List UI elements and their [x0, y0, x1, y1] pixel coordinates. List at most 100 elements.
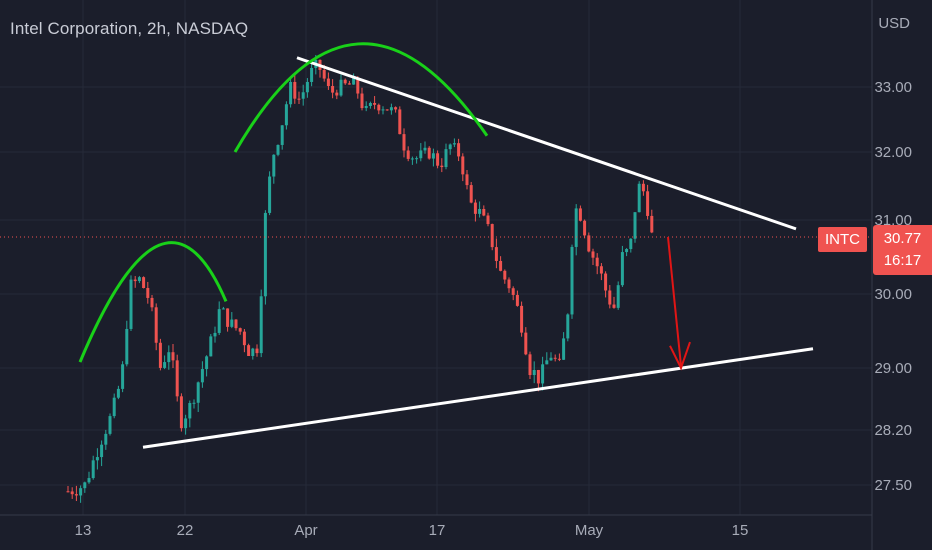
candle-body — [247, 345, 251, 357]
candle-body — [179, 396, 183, 429]
candle-body — [196, 382, 200, 403]
candle-body — [436, 153, 440, 166]
candle-body — [234, 319, 238, 329]
candle-body — [158, 342, 162, 368]
candle-body — [167, 352, 171, 363]
candle-body — [79, 488, 83, 496]
candle-body — [562, 338, 566, 360]
candle-body — [507, 279, 511, 289]
candle-body — [612, 304, 616, 308]
candle-body — [251, 348, 255, 357]
candle-body — [133, 279, 137, 282]
candle-body — [200, 369, 204, 383]
drawings-layer — [0, 42, 872, 449]
candle-body — [448, 144, 452, 150]
candle-body — [121, 364, 125, 389]
candle-body — [452, 143, 456, 145]
candle-body — [335, 92, 339, 96]
candle-body — [87, 478, 91, 483]
y-tick-label: 33.00 — [874, 79, 912, 96]
candle-body — [66, 491, 70, 493]
grid-layer — [0, 0, 872, 515]
candle-body — [545, 360, 549, 365]
candle-body — [440, 165, 444, 168]
candle-body — [478, 208, 482, 214]
candle-body — [511, 288, 515, 295]
candle-body — [146, 288, 150, 298]
x-tick-label: Apr — [294, 522, 317, 539]
y-tick-label: 27.50 — [874, 477, 912, 494]
candle-body — [444, 149, 448, 168]
candle-body — [536, 369, 540, 384]
candle-body — [461, 156, 465, 175]
candle-body — [583, 220, 587, 236]
candle-body — [431, 153, 435, 159]
y-tick-label: 30.00 — [874, 286, 912, 303]
candle-body — [125, 328, 129, 365]
candle-body — [352, 77, 356, 85]
candle-body — [578, 208, 582, 221]
candle-body — [209, 336, 213, 357]
candle-body — [385, 109, 389, 111]
candle-body — [142, 277, 146, 288]
candle-body — [591, 251, 595, 258]
candle-body — [364, 106, 368, 109]
candle-body — [95, 457, 99, 461]
candle-body — [549, 357, 553, 361]
candle-body — [469, 185, 473, 203]
candle-body — [272, 154, 276, 177]
bar-countdown: 16:17 — [883, 252, 922, 269]
y-tick-label: 32.00 — [874, 144, 912, 161]
y-tick-label: 29.00 — [874, 360, 912, 377]
candle-body — [490, 224, 494, 248]
candle-body — [637, 183, 641, 213]
candle-body — [389, 107, 393, 111]
candle-body — [557, 358, 561, 360]
candle-body — [74, 494, 78, 496]
candle-body — [520, 305, 524, 333]
candle-body — [226, 308, 230, 327]
candle-body — [154, 307, 158, 343]
x-tick-label: May — [575, 522, 604, 539]
candle-body — [297, 98, 301, 100]
candle-body — [410, 158, 414, 160]
candle-body — [570, 246, 574, 315]
candle-body — [221, 308, 225, 310]
candle-body — [595, 257, 599, 267]
left-shoulder-arc — [78, 241, 228, 363]
last-price-value: 30.77 — [883, 230, 922, 247]
candle-body — [310, 67, 314, 82]
candle-body — [406, 150, 410, 159]
candle-body — [137, 277, 141, 282]
candle-body — [599, 266, 603, 274]
symbol-badge: INTC — [818, 227, 867, 252]
candle-body — [524, 332, 528, 355]
candle-body — [305, 81, 309, 93]
candle-body — [633, 212, 637, 239]
candle-body — [423, 147, 427, 151]
candle-body — [331, 86, 335, 93]
candle-body — [150, 297, 154, 308]
candle-body — [259, 296, 263, 354]
candle-body — [184, 418, 188, 429]
candle-body — [566, 314, 570, 339]
candle-body — [91, 460, 95, 479]
candle-body — [377, 104, 381, 111]
candle-body — [326, 78, 330, 87]
x-tick-label: 15 — [732, 522, 749, 539]
candle-body — [100, 444, 104, 458]
candle-body — [322, 69, 326, 79]
candle-body — [587, 235, 591, 252]
candle-body — [486, 215, 490, 225]
candle-body — [339, 79, 343, 96]
candle-body — [343, 79, 347, 84]
candle-body — [574, 208, 578, 247]
candle-body — [242, 331, 246, 346]
projection-arrow-head — [669, 341, 691, 371]
candle-body — [381, 109, 385, 111]
candle-body — [192, 402, 196, 404]
candle-body — [532, 369, 536, 376]
candle-body — [373, 103, 377, 105]
candle-body — [625, 249, 629, 253]
